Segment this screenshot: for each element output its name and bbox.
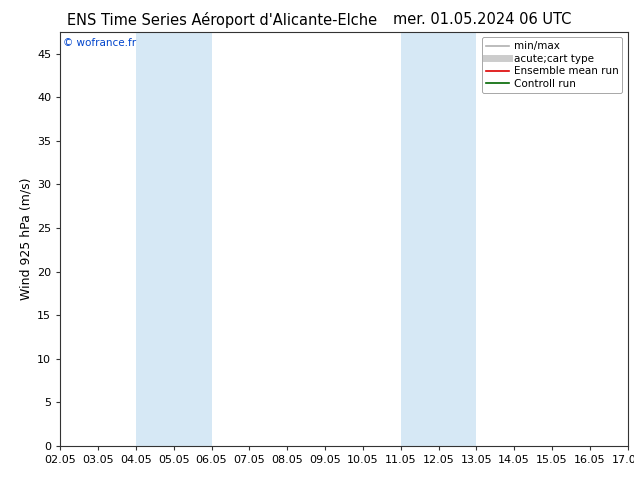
- Bar: [401, 32, 476, 446]
- Text: © wofrance.fr: © wofrance.fr: [63, 38, 136, 48]
- Legend: min/max, acute;cart type, Ensemble mean run, Controll run: min/max, acute;cart type, Ensemble mean …: [482, 37, 623, 93]
- Text: mer. 01.05.2024 06 UTC: mer. 01.05.2024 06 UTC: [392, 12, 571, 27]
- Bar: [136, 32, 212, 446]
- Y-axis label: Wind 925 hPa (m/s): Wind 925 hPa (m/s): [20, 178, 33, 300]
- Text: ENS Time Series Aéroport d'Alicante-Elche: ENS Time Series Aéroport d'Alicante-Elch…: [67, 12, 377, 28]
